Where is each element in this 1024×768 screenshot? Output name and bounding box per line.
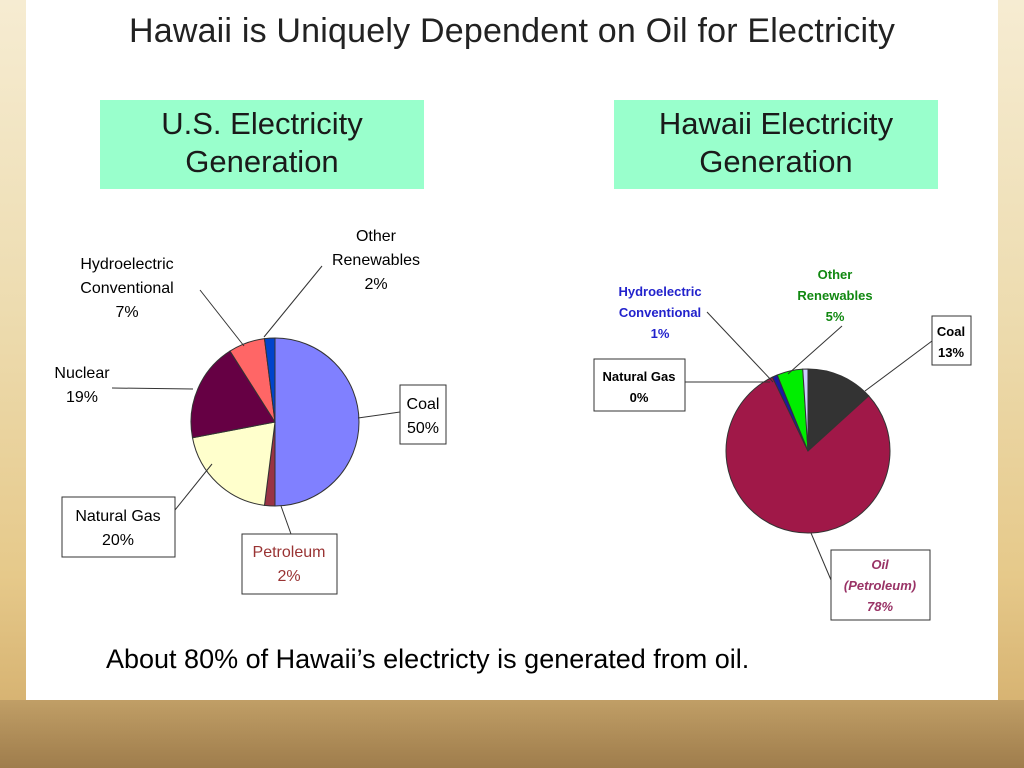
hawaii-label-other-renewables-leader [787, 325, 843, 375]
slide-title: Hawaii is Uniquely Dependent on Oil for … [128, 12, 896, 50]
us-label-natural-gas-text: Natural Gas [75, 508, 160, 525]
hawaii-chart-heading-line-2: Generation [699, 144, 853, 179]
us-label-hydroelectric-conventional-text: Conventional [80, 280, 173, 297]
pie-charts: Coal 50% Petroleum 2% Natural Gas 20% Nuclear 1… [54, 228, 972, 621]
us-label-natural-gas-leader [174, 463, 213, 511]
hawaii-slice-oil-petroleum [725, 376, 891, 534]
hawaii-label-natural-gas-box [593, 358, 686, 412]
hawaii-label-coal-text: Coal [937, 324, 965, 339]
hawaii-label-hydroelectric-conventional-text: Hydroelectric [618, 284, 701, 299]
hawaii-label-hydroelectric-conventional-text: Conventional [619, 305, 701, 320]
us-label-petroleum-box [241, 533, 338, 595]
hawaii-chart-heading-line-1: Hawaii Electricity [658, 106, 894, 141]
hawaii-label-coal-box [931, 315, 972, 366]
hawaii-label-natural-gas-percent: 0% [630, 390, 649, 405]
us-slice-coal [274, 337, 360, 507]
hawaii-label-oil-petroleum-leader [810, 532, 832, 581]
us-label-petroleum-percent: 2% [277, 568, 300, 585]
hawaii-slice-coal [807, 368, 870, 453]
us-label-other-renewables-leader [263, 265, 323, 338]
us-chart-heading: U.S. Electricity Generation [100, 100, 424, 189]
us-chart-heading-line-2: Generation [185, 144, 339, 179]
us-chart-heading-line-1: U.S. Electricity [161, 106, 363, 141]
hawaii-label-oil-petroleum-percent: 78% [867, 599, 893, 614]
us-label-natural-gas-box [61, 496, 176, 558]
us-label-hydroelectric-conventional-text: Hydroelectric [80, 256, 173, 273]
hawaii-label-oil-petroleum-box [830, 549, 931, 621]
hawaii-label-other-renewables-percent: 5% [826, 309, 845, 324]
hawaii-label-other-renewables-text: Renewables [797, 288, 872, 303]
hawaii-slice-unlabeled [802, 368, 809, 452]
slide: Hawaii is Uniquely Dependent on Oil for … [26, 0, 998, 700]
us-slice-other-renewables [263, 337, 276, 423]
hawaii-label-hydroelectric-conventional-percent: 1% [651, 326, 670, 341]
us-label-coal-box [399, 384, 447, 445]
us-label-nuclear-text: Nuclear [54, 365, 110, 382]
hawaii-label-natural-gas-text: Natural Gas [603, 369, 676, 384]
hawaii-chart-heading: Hawaii Electricity Generation [614, 100, 938, 189]
us-label-other-renewables-text: Other [356, 228, 397, 245]
us-label-natural-gas-percent: 20% [102, 532, 134, 549]
background-oilfield-image [0, 700, 1024, 768]
hawaii-label-coal-leader [864, 340, 933, 392]
us-label-nuclear-leader [111, 387, 194, 390]
us-label-petroleum-leader [280, 505, 292, 535]
us-label-nuclear-percent: 19% [66, 389, 98, 406]
hawaii-label-oil-petroleum-text: (Petroleum) [844, 578, 916, 593]
us-slice-natural-gas [191, 421, 276, 506]
us-label-other-renewables-text: Renewables [332, 252, 420, 269]
footnote: About 80% of Hawaii’s electricty is gene… [106, 644, 750, 674]
us-label-coal-text: Coal [407, 396, 440, 413]
hawaii-label-hydroelectric-conventional-leader [706, 311, 774, 383]
us-label-hydroelectric-conventional-leader [199, 289, 245, 347]
hawaii-label-oil-petroleum-text: Oil [871, 557, 889, 572]
us-slice-nuclear [190, 350, 276, 439]
us-label-hydroelectric-conventional-percent: 7% [115, 304, 138, 321]
hawaii-label-coal-percent: 13% [938, 345, 964, 360]
us-label-coal-leader [357, 411, 401, 419]
us-label-other-renewables-percent: 2% [364, 276, 387, 293]
us-label-coal-percent: 50% [407, 420, 439, 437]
us-label-petroleum-text: Petroleum [253, 544, 326, 561]
hawaii-label-other-renewables-text: Other [818, 267, 853, 282]
